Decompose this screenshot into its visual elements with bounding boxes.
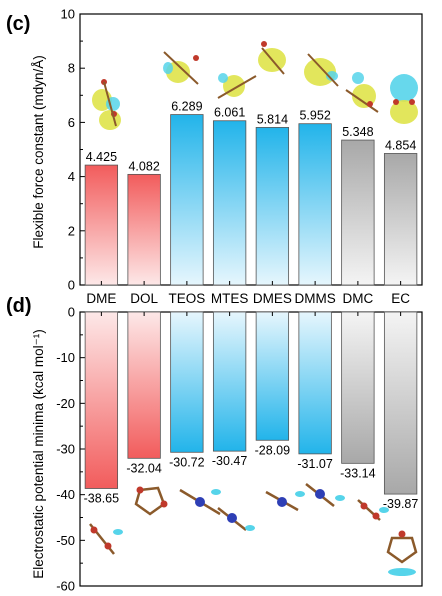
dme-orbital-icon (92, 79, 121, 130)
category-label-teos: TEOS (168, 291, 205, 306)
panel-d-value-label: -38.65 (84, 492, 119, 506)
panel-d-bar-dmc (341, 311, 375, 464)
panel-c-y-tick-label: 2 (68, 223, 75, 238)
category-label-dmc: DMC (343, 291, 374, 306)
panel-d: (d) Electrostatic potential minima (kcal… (6, 295, 423, 594)
panel-d-bar-teos (170, 311, 204, 453)
dol-esp-icon (134, 486, 168, 516)
panel-c-value-label: 5.952 (299, 109, 330, 123)
mtes-esp-icon (217, 507, 255, 531)
panel-c-y-tick-label: 8 (68, 61, 75, 76)
panel-c-value-label: 5.814 (257, 112, 288, 126)
panel-d-y-tick-label: -10 (56, 350, 75, 365)
panel-d-value-label: -30.72 (169, 455, 204, 469)
panel-c-value-label: 6.061 (214, 106, 245, 120)
panel-d-y-axis-title: Electrostatic potential minima (kcal mol… (31, 329, 46, 578)
dmms-esp-icon (305, 483, 345, 507)
ec-orbital-icon (390, 74, 418, 124)
panel-d-y-tick-label: -20 (56, 396, 75, 411)
panel-c-bar-dmc (341, 139, 375, 286)
panel-c-value-label: 4.854 (385, 138, 416, 152)
panel-c-bar-ec (383, 153, 418, 286)
dmes-orbital-icon (258, 41, 286, 75)
panel-c-y-tick-label: 10 (61, 7, 75, 22)
panel-d-value-label: -39.87 (383, 497, 418, 511)
panel-d-value-label: -31.07 (297, 457, 332, 471)
panel-d-bar-dme (84, 311, 119, 489)
dmms-orbital-icon (304, 53, 339, 87)
panel-c-value-label: 4.082 (128, 159, 159, 173)
category-label-ec: EC (391, 291, 410, 306)
panel-d-y-tick-label: -50 (56, 533, 75, 548)
category-label-dmes: DMES (253, 291, 292, 306)
panel-c-y-tick-label: 6 (68, 115, 75, 130)
dmes-esp-icon (265, 490, 305, 512)
panel-c-bar-dol (127, 173, 161, 286)
mtes-orbital-icon (217, 73, 257, 99)
dmc-esp-icon (357, 499, 389, 521)
panel-c-y-axis-title: Flexible force constant (mdyn/Å) (31, 55, 46, 249)
teos-orbital-icon (163, 51, 199, 85)
panel-d-y-tick-label: 0 (68, 305, 75, 320)
panel-d-bar-mtes (212, 311, 247, 452)
panel-d-y-tick-label: -40 (56, 487, 75, 502)
category-label-dme: DME (86, 291, 116, 306)
panel-c-value-label: 5.348 (342, 125, 373, 139)
panel-c-value-label: 6.289 (171, 100, 202, 114)
panel-c-bar-mtes (212, 120, 247, 286)
panel-d-value-label: -33.14 (340, 466, 375, 480)
panel-c-y-tick-label: 0 (68, 278, 75, 293)
panel-c-bar-teos (170, 114, 204, 286)
panel-c: (c) Flexible force constant (mdyn/Å) 0 2 4… (6, 7, 423, 306)
panel-c-bar-dmes (255, 127, 290, 286)
panel-c-bar-dmms (298, 123, 332, 286)
panel-c-bar-dme (84, 164, 119, 286)
panel-d-value-label: -32.04 (126, 461, 161, 475)
panel-d-bar-dol (127, 311, 161, 459)
panel-d-bar-dmms (298, 311, 332, 455)
dmc-orbital-icon (345, 72, 379, 113)
category-label-mtes: MTES (211, 291, 249, 306)
category-label-dol: DOL (130, 291, 158, 306)
panel-c-label: (c) (6, 13, 30, 35)
panel-d-value-label: -30.47 (212, 454, 247, 468)
panel-d-y-tick-label: -60 (56, 579, 75, 594)
dme-esp-icon (89, 523, 123, 555)
teos-esp-icon (179, 488, 221, 516)
panel-c-value-label: 4.425 (86, 150, 117, 164)
panel-c-orbital-illustrations (92, 41, 418, 130)
panel-d-value-label: -28.09 (255, 443, 290, 457)
panel-d-y-tick-label: -30 (56, 442, 75, 457)
ec-esp-icon (386, 530, 418, 576)
panel-d-label: (d) (6, 295, 32, 317)
category-label-dmms: DMMS (295, 291, 336, 306)
panel-d-bar-dmes (255, 311, 290, 441)
panel-c-y-tick-label: 4 (68, 169, 75, 184)
panel-d-bar-ec (383, 311, 418, 495)
panel-d-esp-illustrations (89, 483, 418, 576)
